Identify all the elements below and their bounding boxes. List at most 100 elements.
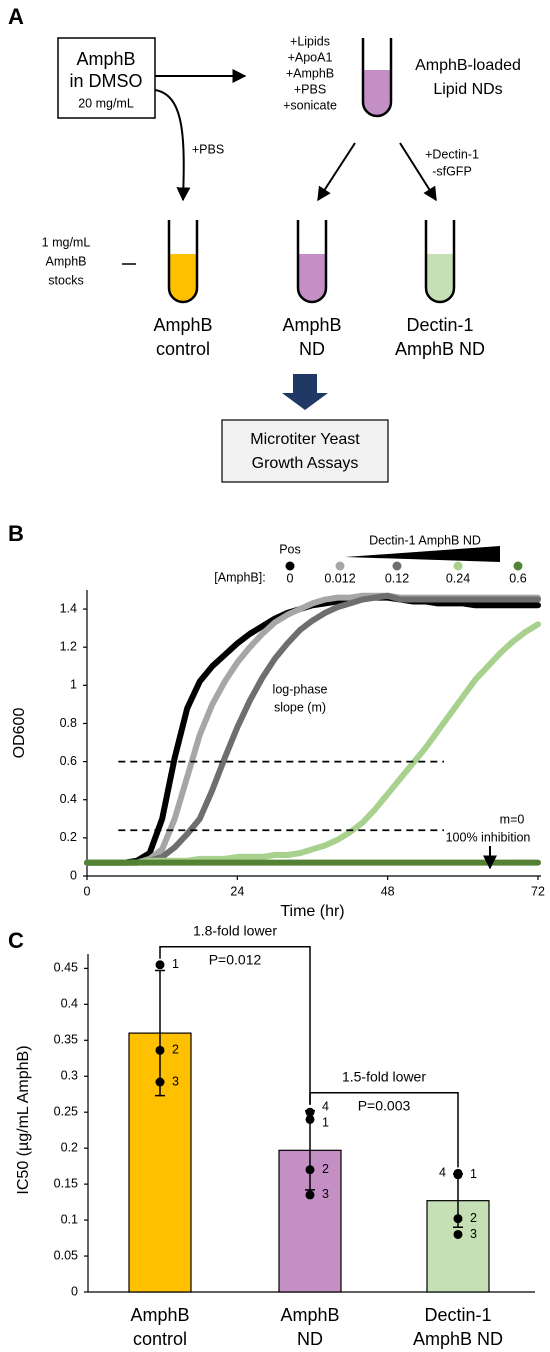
arrow [399, 142, 437, 202]
tube-liquid [363, 70, 391, 116]
replicate-point [155, 1077, 165, 1087]
legend-label: 0.012 [324, 571, 355, 585]
y-tick-label: 0 [71, 1284, 78, 1298]
y-tick-label: 0.05 [54, 1248, 78, 1262]
tube-label: Dectin-1 [406, 315, 473, 335]
tube-liquid [426, 254, 454, 302]
source-concentration: 20 mg/mL [78, 96, 134, 110]
additive: +ApoA1 [288, 50, 333, 64]
x-tick-label: 24 [230, 884, 244, 898]
legend-dot [335, 561, 345, 571]
replicate-label: 2 [172, 1043, 179, 1057]
arrow [154, 89, 191, 202]
panel-label: A [8, 4, 24, 29]
replicate-label: 1 [172, 957, 179, 971]
annotation: log-phase [273, 682, 328, 696]
source-text: AmphB [76, 49, 135, 69]
replicate-label: 2 [322, 1162, 329, 1176]
y-tick-label: 0.45 [54, 961, 78, 975]
additive: +AmphB [286, 66, 334, 80]
legend-label: 0.6 [509, 571, 526, 585]
tube-liquid [169, 254, 197, 302]
legend-dot [392, 561, 402, 571]
y-tick-label: 0.4 [61, 997, 78, 1011]
tube [424, 220, 456, 304]
product-label: AmphB-loaded [415, 57, 521, 74]
x-tick-label: AmphB [130, 1305, 189, 1325]
annotation: slope (m) [274, 700, 326, 714]
p-value: P=0.012 [209, 951, 262, 967]
y-tick-label: 0.15 [54, 1176, 78, 1190]
replicate-point [305, 1190, 315, 1200]
replicate-point [155, 960, 165, 970]
stocks-note: 1 mg/mL [42, 235, 91, 249]
x-tick-label: AmphB [280, 1305, 339, 1325]
panel-label: B [8, 521, 24, 546]
comparison-bracket [159, 946, 311, 1105]
replicate-point [305, 1107, 315, 1117]
tube-liquid [298, 254, 326, 302]
replicate-label: 1 [322, 1116, 329, 1130]
comparison-bracket [309, 1092, 459, 1168]
tube-label: ND [299, 339, 325, 359]
assay-text: Microtiter Yeast [250, 431, 360, 448]
y-tick-label: 0.4 [60, 792, 77, 806]
legend-label: 0 [287, 571, 294, 585]
legend-dot [513, 561, 523, 571]
tube-label: control [156, 339, 210, 359]
error-bar [155, 969, 165, 1097]
growth-curve [84, 592, 541, 866]
source-text: in DMSO [69, 71, 142, 91]
replicate-label: 3 [322, 1187, 329, 1201]
assay-box [221, 419, 389, 483]
y-tick-label: 0.8 [60, 716, 77, 730]
tube-label: AmphB ND [395, 339, 485, 359]
replicate-label: 1 [470, 1167, 477, 1181]
x-tick-label: 72 [531, 884, 545, 898]
y-tick-label: 1.2 [60, 639, 77, 653]
panel-label: C [8, 928, 24, 953]
growth-curve [84, 592, 541, 866]
tube [296, 220, 328, 304]
replicate-point [453, 1229, 463, 1239]
legend-label: 0.24 [446, 571, 470, 585]
y-tick-label: 1.4 [60, 601, 77, 615]
tubes: AmphB control AmphB ND Dectin-1 AmphB ND [153, 38, 485, 359]
step-label: +Dectin-1 [425, 147, 479, 161]
gradient-wedge [345, 546, 500, 562]
down-arrow [282, 374, 328, 410]
replicate-label: 4 [439, 1166, 446, 1180]
replicate-label: 3 [172, 1074, 179, 1088]
y-tick-label: 0.1 [61, 1212, 78, 1226]
replicate-label: 3 [470, 1227, 477, 1241]
x-tick-label: 0 [84, 884, 91, 898]
legend-prefix: [AmphB]: [214, 570, 265, 584]
tube-label: AmphB [153, 315, 212, 335]
source-box [57, 37, 156, 119]
replicate-point [453, 1214, 463, 1224]
x-tick-label: control [133, 1329, 187, 1349]
comparison-label: 1.5-fold lower [342, 1068, 426, 1084]
y-tick-label: 0.6 [60, 754, 77, 768]
x-tick-label: Dectin-1 [424, 1305, 491, 1325]
tube [167, 220, 199, 304]
legend-title: Dectin-1 AmphB ND [369, 533, 481, 547]
replicate-point [305, 1114, 315, 1124]
additive: +Lipids [290, 34, 330, 48]
p-value: P=0.003 [358, 1097, 411, 1113]
step-label: +PBS [192, 142, 224, 156]
annotation: m=0 [500, 812, 525, 826]
additive: +PBS [294, 82, 326, 96]
y-axis-label: IC50 (µg/mL AmphB) [15, 1045, 32, 1194]
replicate-point [453, 1170, 463, 1180]
additive: +sonicate [283, 98, 337, 112]
legend-dot [453, 561, 463, 571]
legend-label: 0.12 [385, 571, 409, 585]
growth-curve [84, 594, 541, 866]
legend-title: Pos [279, 542, 301, 556]
tube-label: AmphB [282, 315, 341, 335]
growth-chart: 0 0.2 0.4 0.6 0.8 1 1.2 1.4 0 24 48 72 Time (hr) OD60… [11, 561, 545, 920]
replicate-point [305, 1165, 315, 1175]
arrow [317, 142, 356, 202]
